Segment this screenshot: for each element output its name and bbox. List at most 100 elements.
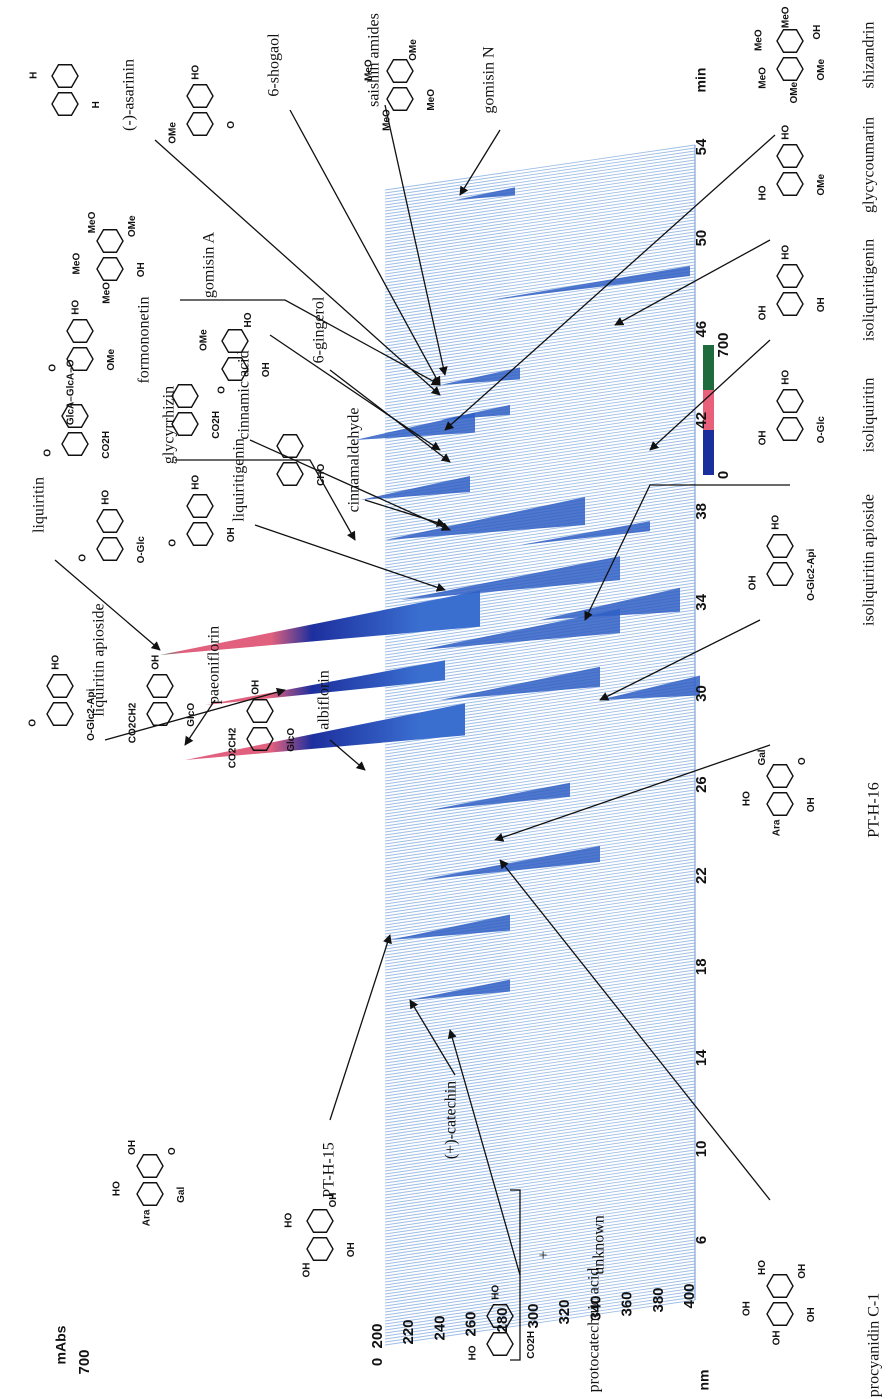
atom-label: HO [780,245,791,260]
hatch [385,955,695,1000]
hatch [385,1204,695,1249]
hatch [385,733,695,778]
hatch [385,1207,695,1252]
structure-ring [777,145,803,168]
atom-label: O [226,121,237,129]
hatch [385,436,695,481]
hatch [385,295,695,340]
atom-label: MeO [363,59,374,81]
hatch [385,439,695,484]
hatch [385,1180,695,1225]
hatch [385,1147,695,1192]
wavelength-tick-label: 280 [494,1307,511,1332]
hatch [385,781,695,826]
atom-label: MeO [72,253,83,275]
hatch [385,970,695,1015]
atom-label: Gal [176,1187,187,1203]
time-tick-label: 18 [693,958,710,975]
atom-label: HO [780,370,791,385]
hatch [385,907,695,952]
hatch [385,748,695,793]
hatch [385,982,695,1027]
hatch [385,172,695,217]
hatch [385,382,695,427]
hatch [385,316,695,361]
hatch [385,892,695,937]
hatch [385,208,695,253]
atom-label: OH [812,25,823,40]
hatch [385,1042,695,1087]
atom-label: OH [742,1301,753,1316]
hatch [385,1018,695,1063]
hatch [385,1177,695,1222]
structure-ring [307,1210,333,1233]
atom-label: MeO [753,29,764,51]
hatch [385,886,695,931]
hatch [385,1174,695,1219]
hatch [385,796,695,841]
wavelength-unit: nm [696,1370,712,1391]
compound-label: protocatechuic acid [586,1268,603,1393]
hatch [385,952,695,997]
hatch [385,946,695,991]
structure-ring [777,265,803,288]
hatch [385,229,695,274]
hatch [385,1168,695,1213]
atom-label: OH [226,527,237,542]
atom-label: OMe [816,174,827,196]
structure-ring [777,418,803,441]
hatch [385,193,695,238]
compound-label: PT-H-16 [866,782,883,837]
color-scale-segment [703,345,714,390]
hatch [385,1240,695,1285]
atom-label: GlcO [186,703,197,727]
atom-label: MeO [426,89,437,111]
hatch [385,145,695,190]
hatch [385,922,695,967]
hatch [385,211,695,256]
hatch [385,223,695,268]
hatch [385,313,695,358]
compound-label: paeoniflorin [206,626,223,704]
hatch [385,355,695,400]
hatch [385,1264,695,1309]
hatch [385,808,695,853]
hatch [385,334,695,379]
hatch [385,1027,695,1072]
atom-label: MeO [102,282,113,304]
hatch [385,370,695,415]
atom-label: Ara [142,1209,153,1226]
hatch [385,1072,695,1117]
hatch [385,1057,695,1102]
compound-label: PT-H-15 [321,1142,338,1197]
atom-label: HO [50,655,61,670]
atom-label: CO2H [526,1331,537,1359]
time-tick-label: 50 [693,230,710,247]
structure-ring [62,433,88,456]
hatch [385,949,695,994]
hatch [385,325,695,370]
hatch [385,865,695,910]
structure-ring [147,675,173,698]
atom-label: HO [243,312,254,327]
atom-label: HO [100,490,111,505]
time-tick-label: 42 [693,412,710,429]
hatch [385,874,695,919]
structure-ring [47,703,73,726]
time-tick-label: 38 [693,503,710,520]
hatch [385,985,695,1030]
plus-sign: + [536,1250,553,1259]
absorbance-tick-label: 0 [369,1358,386,1366]
wavelength-tick-label: 360 [619,1291,636,1316]
structure-ring [97,510,123,533]
hatch [385,817,695,862]
hatch [385,934,695,979]
atom-label: O-Glc [136,536,147,564]
atom-label: HO [468,1345,479,1360]
hatch [385,160,695,205]
hatch [385,1045,695,1090]
atom-label: GlcO [286,728,297,752]
hatch [385,154,695,199]
compound-label: liquiritin [31,477,48,533]
structure-ring [277,463,303,486]
